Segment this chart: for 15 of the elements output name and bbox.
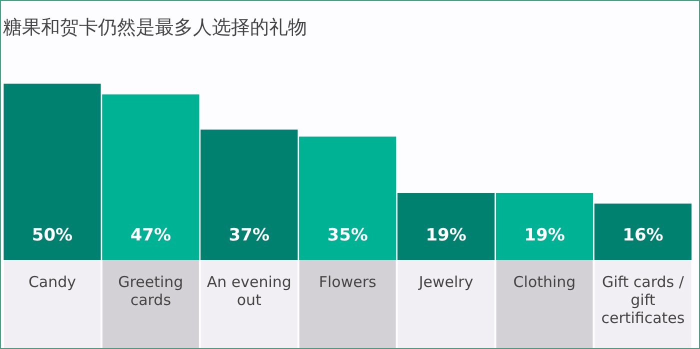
x-tick-label: An evening out — [206, 272, 292, 309]
x-tick-label: Jewelry — [418, 272, 474, 291]
x-tick-label: Gift cards / gift certificates — [601, 272, 685, 327]
x-tick-label: Candy — [28, 272, 76, 291]
x-tick-label: Flowers — [318, 272, 377, 291]
data-label: 37% — [228, 225, 270, 246]
data-label: 16% — [622, 225, 664, 246]
data-label: 19% — [426, 225, 466, 246]
data-label: 47% — [130, 225, 172, 246]
x-tick-label: Clothing — [513, 272, 576, 291]
x-tick-label: Greeting cards — [118, 272, 184, 309]
chart-title: 糖果和贺卡仍然是最多人选择的礼物 — [3, 16, 307, 38]
data-label: 35% — [327, 225, 368, 246]
data-label: 50% — [32, 225, 73, 246]
data-label: 19% — [524, 225, 565, 246]
